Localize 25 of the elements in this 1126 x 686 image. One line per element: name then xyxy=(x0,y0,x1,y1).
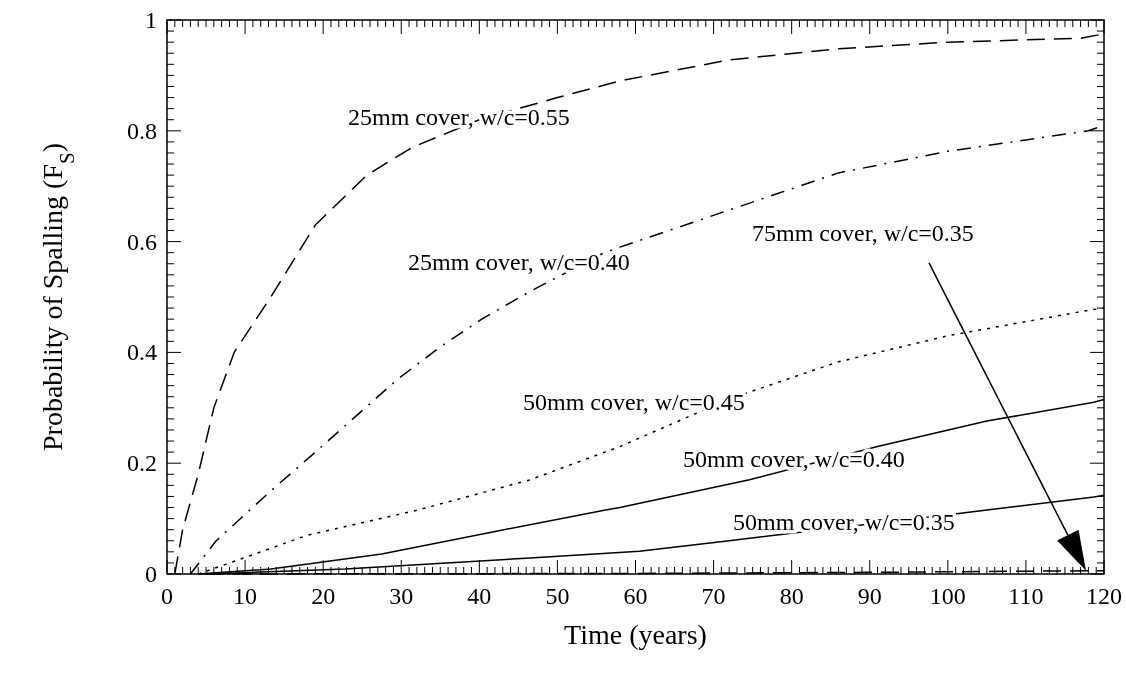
x-tick-label: 50 xyxy=(545,583,570,609)
x-axis-title: Time (years) xyxy=(564,619,707,650)
x-tick-label: 20 xyxy=(311,583,336,609)
y-tick-label: 0.6 xyxy=(127,228,157,255)
x-tick-label: 110 xyxy=(1008,583,1044,609)
x-tick-label: 10 xyxy=(233,583,258,609)
series-label: 25mm cover, w/c=0.55 xyxy=(348,104,570,130)
x-tick-label: 80 xyxy=(779,583,804,609)
x-tick-label: 40 xyxy=(467,583,492,609)
annotation: 75mm cover, w/c=0.35 xyxy=(752,219,974,246)
series-label: 50mm cover, w/c=0.40 xyxy=(683,446,905,472)
x-tick-label: 30 xyxy=(389,583,414,609)
y-tick-label: 0.4 xyxy=(127,339,157,366)
y-tick-label: 0.8 xyxy=(127,117,157,144)
x-tick-label: 60 xyxy=(623,583,648,609)
x-tick-label: 120 xyxy=(1086,583,1122,609)
y-tick-label: 0 xyxy=(145,561,157,587)
y-tick-label: 0.2 xyxy=(127,450,157,477)
x-tick-label: 90 xyxy=(857,583,882,609)
y-tick-label: 1 xyxy=(145,7,157,33)
x-tick-label: 70 xyxy=(701,583,726,609)
x-tick-label: 100 xyxy=(929,583,966,609)
series-label: 50mm cover, w/c=0.45 xyxy=(523,389,745,415)
series-label: 25mm cover, w/c=0.40 xyxy=(408,249,630,275)
x-tick-label: 0 xyxy=(161,583,173,609)
